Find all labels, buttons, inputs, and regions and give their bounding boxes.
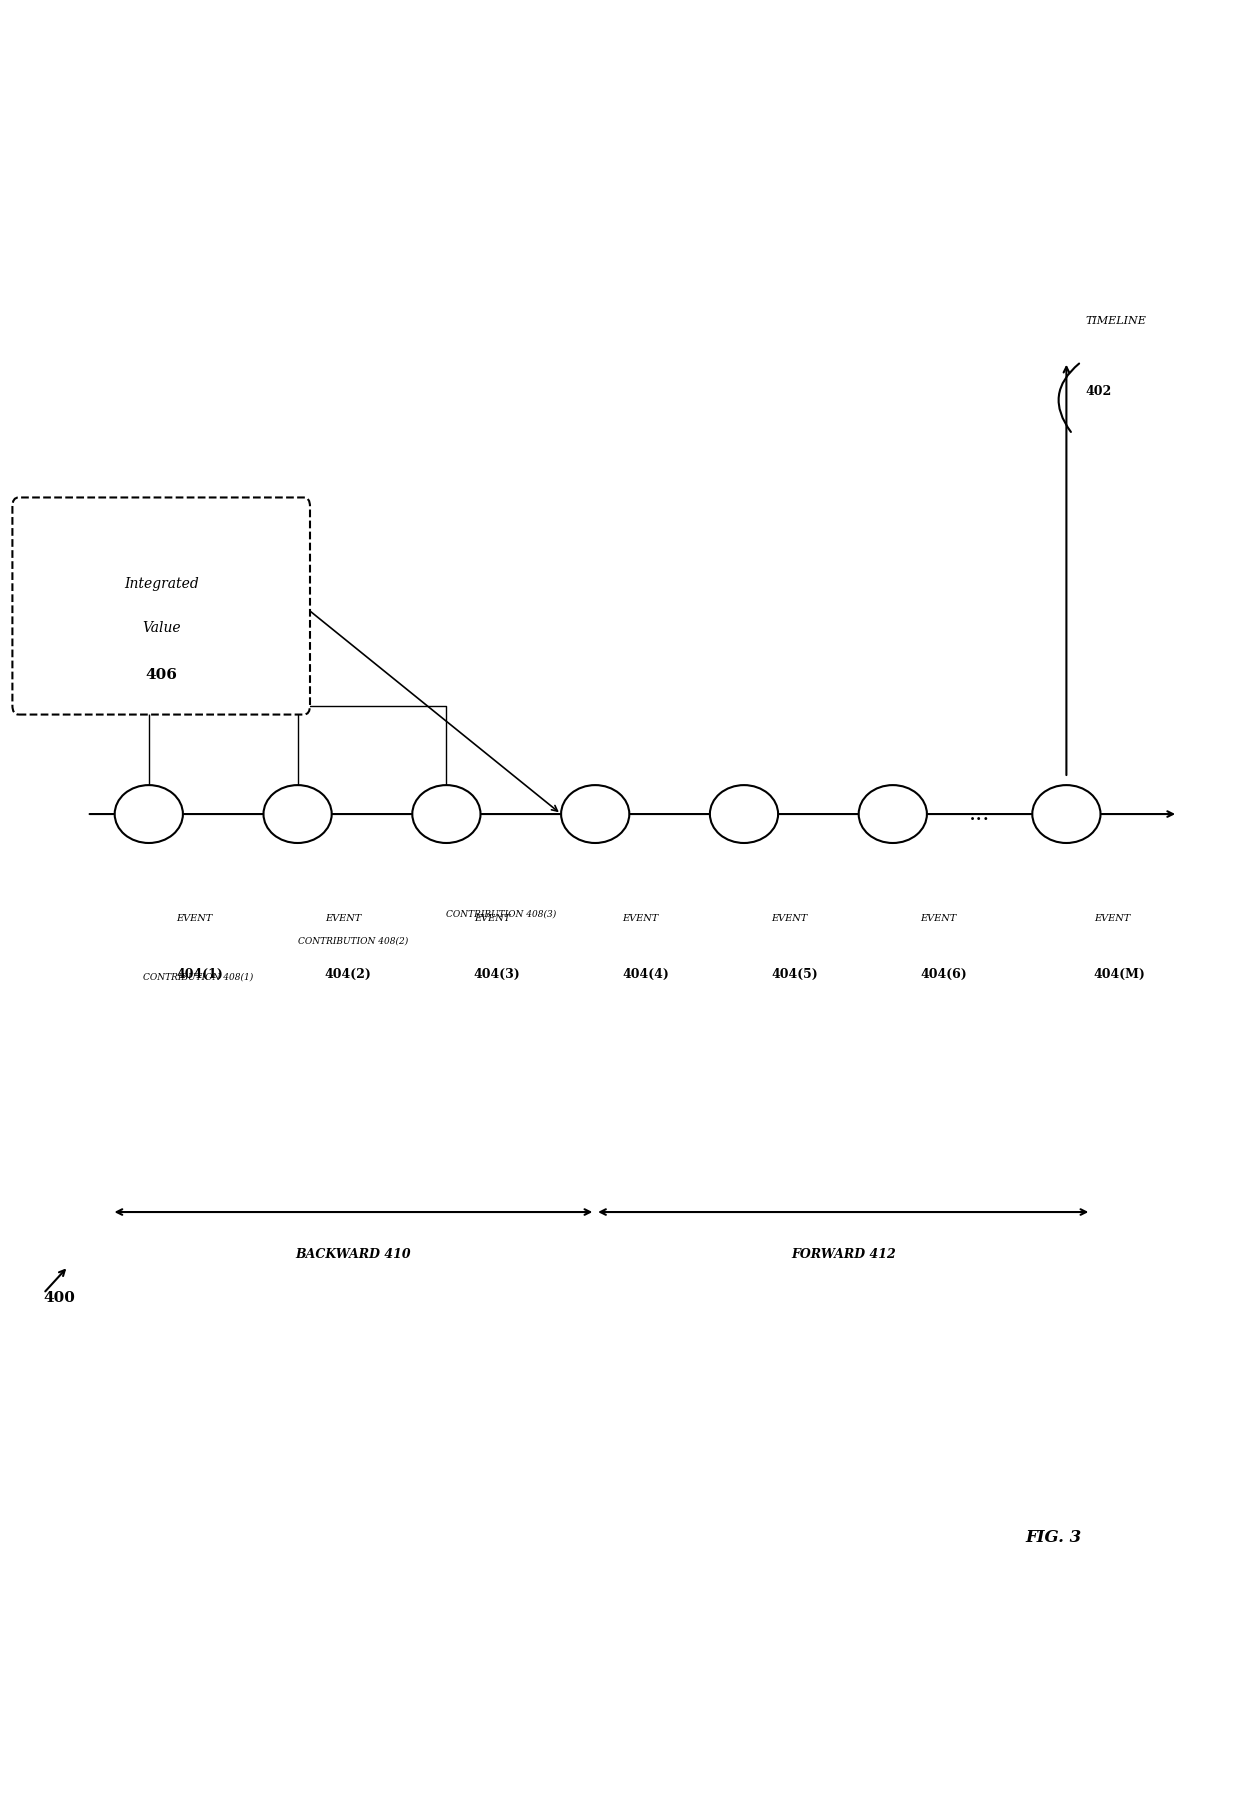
Text: EVENT: EVENT xyxy=(176,914,212,923)
Ellipse shape xyxy=(858,785,928,843)
Text: EVENT: EVENT xyxy=(920,914,956,923)
Text: 400: 400 xyxy=(43,1292,76,1306)
Ellipse shape xyxy=(263,785,332,843)
Text: CONTRIBUTION 408(1): CONTRIBUTION 408(1) xyxy=(143,973,253,980)
Text: EVENT: EVENT xyxy=(474,914,510,923)
Text: 404(M): 404(M) xyxy=(1094,968,1146,980)
Text: EVENT: EVENT xyxy=(1094,914,1130,923)
Text: Integrated: Integrated xyxy=(124,577,198,592)
Ellipse shape xyxy=(114,785,184,843)
Text: EVENT: EVENT xyxy=(622,914,658,923)
Text: EVENT: EVENT xyxy=(771,914,807,923)
Text: 404(6): 404(6) xyxy=(920,968,967,980)
Text: 404(2): 404(2) xyxy=(325,968,372,980)
Text: 402: 402 xyxy=(1085,385,1111,398)
Text: CONTRIBUTION 408(2): CONTRIBUTION 408(2) xyxy=(298,937,408,944)
Text: 404(3): 404(3) xyxy=(474,968,521,980)
Text: CONTRIBUTION 408(3): CONTRIBUTION 408(3) xyxy=(446,910,557,917)
Text: 404(5): 404(5) xyxy=(771,968,818,980)
Ellipse shape xyxy=(1032,785,1100,843)
Text: BACKWARD 410: BACKWARD 410 xyxy=(295,1248,412,1261)
Text: 406: 406 xyxy=(145,668,177,682)
Text: Value: Value xyxy=(141,620,181,635)
Ellipse shape xyxy=(709,785,779,843)
Text: TIMELINE: TIMELINE xyxy=(1085,315,1146,326)
Text: FORWARD 412: FORWARD 412 xyxy=(791,1248,895,1261)
Text: 404(1): 404(1) xyxy=(176,968,223,980)
Text: ...: ... xyxy=(968,803,991,825)
Ellipse shape xyxy=(412,785,481,843)
Ellipse shape xyxy=(560,785,629,843)
Text: FIG. 3: FIG. 3 xyxy=(1025,1529,1083,1547)
Text: 404(4): 404(4) xyxy=(622,968,670,980)
Text: EVENT: EVENT xyxy=(325,914,361,923)
FancyBboxPatch shape xyxy=(12,497,310,715)
